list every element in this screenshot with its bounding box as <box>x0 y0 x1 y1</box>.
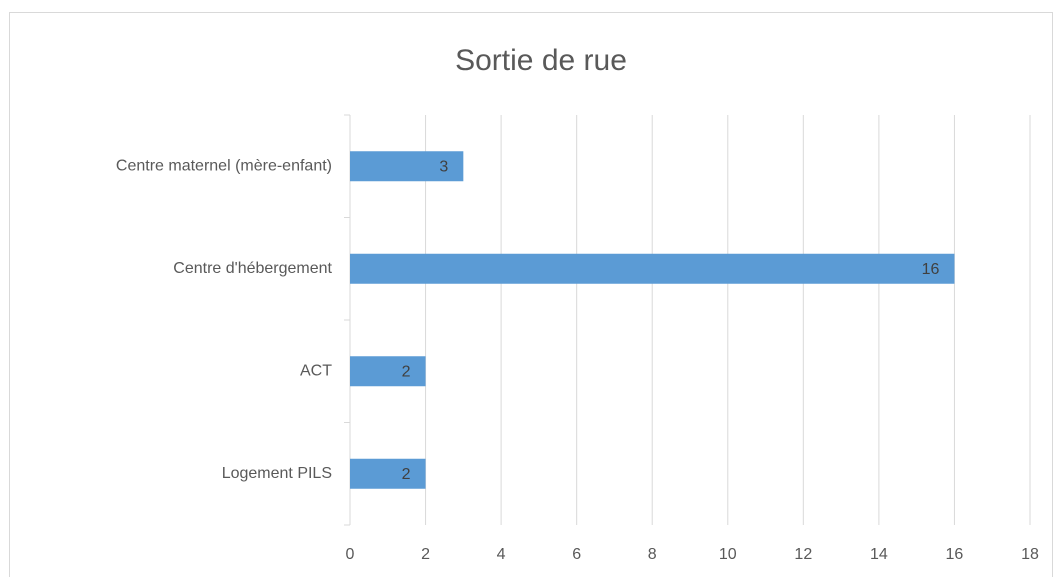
bar <box>350 253 955 284</box>
bar <box>350 356 426 387</box>
x-tick-label: 6 <box>572 546 581 563</box>
chart-title: Sortie de rue <box>455 44 627 77</box>
y-tick-label: Logement PILS <box>222 465 332 482</box>
bar <box>350 458 426 489</box>
data-label: 16 <box>922 261 940 278</box>
x-tick-label: 8 <box>648 546 657 563</box>
data-label: 2 <box>402 466 411 483</box>
y-tick-label: ACT <box>300 362 332 379</box>
chart-border <box>9 12 1053 577</box>
x-tick-label: 18 <box>1021 546 1039 563</box>
x-tick-label: 2 <box>421 546 430 563</box>
y-tick-label: Centre d'hébergement <box>173 260 332 277</box>
bar <box>350 151 464 182</box>
data-label: 2 <box>402 363 411 380</box>
x-tick-label: 10 <box>719 546 737 563</box>
x-tick-label: 4 <box>497 546 506 563</box>
x-tick-label: 16 <box>946 546 964 563</box>
y-tick-label: Centre maternel (mère-enfant) <box>116 157 332 174</box>
x-tick-label: 0 <box>346 546 355 563</box>
x-tick-label: 12 <box>794 546 812 563</box>
data-label: 3 <box>439 158 448 175</box>
x-tick-label: 14 <box>870 546 888 563</box>
